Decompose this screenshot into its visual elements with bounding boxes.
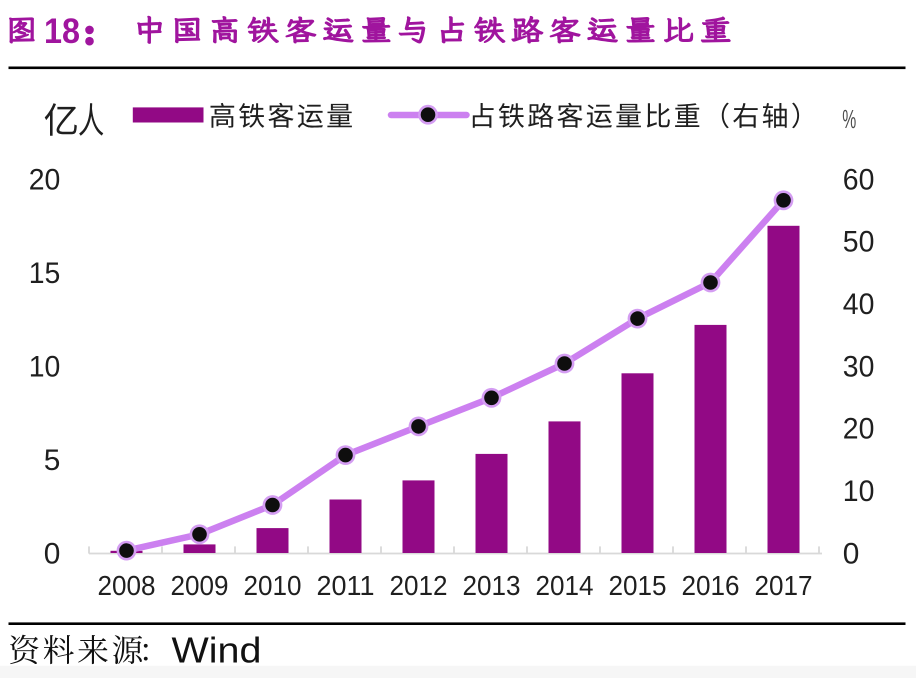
svg-text:2010: 2010	[244, 569, 302, 601]
svg-text:2016: 2016	[682, 569, 740, 601]
svg-text:50: 50	[843, 226, 875, 259]
svg-text:2017: 2017	[755, 569, 813, 601]
svg-text:2011: 2011	[317, 569, 375, 601]
svg-text:10: 10	[843, 475, 875, 508]
svg-text:2008: 2008	[98, 569, 156, 601]
svg-text:2014: 2014	[536, 569, 594, 601]
svg-text:Wind: Wind	[172, 630, 262, 671]
svg-text:5: 5	[44, 444, 61, 477]
svg-text:10: 10	[29, 350, 61, 383]
svg-text:2015: 2015	[609, 569, 667, 601]
svg-text:2009: 2009	[171, 569, 229, 601]
svg-text:%: %	[842, 104, 856, 134]
svg-text:2012: 2012	[390, 569, 448, 601]
svg-text:40: 40	[843, 288, 875, 321]
svg-text:30: 30	[843, 350, 875, 383]
svg-text:15: 15	[29, 257, 61, 290]
svg-text:2013: 2013	[463, 569, 521, 601]
svg-text:18: 18	[44, 11, 80, 51]
svg-text:20: 20	[29, 163, 61, 196]
svg-text:0: 0	[44, 537, 61, 570]
svg-text:20: 20	[843, 413, 875, 446]
svg-text:0: 0	[843, 537, 860, 570]
svg-text:60: 60	[843, 163, 875, 196]
